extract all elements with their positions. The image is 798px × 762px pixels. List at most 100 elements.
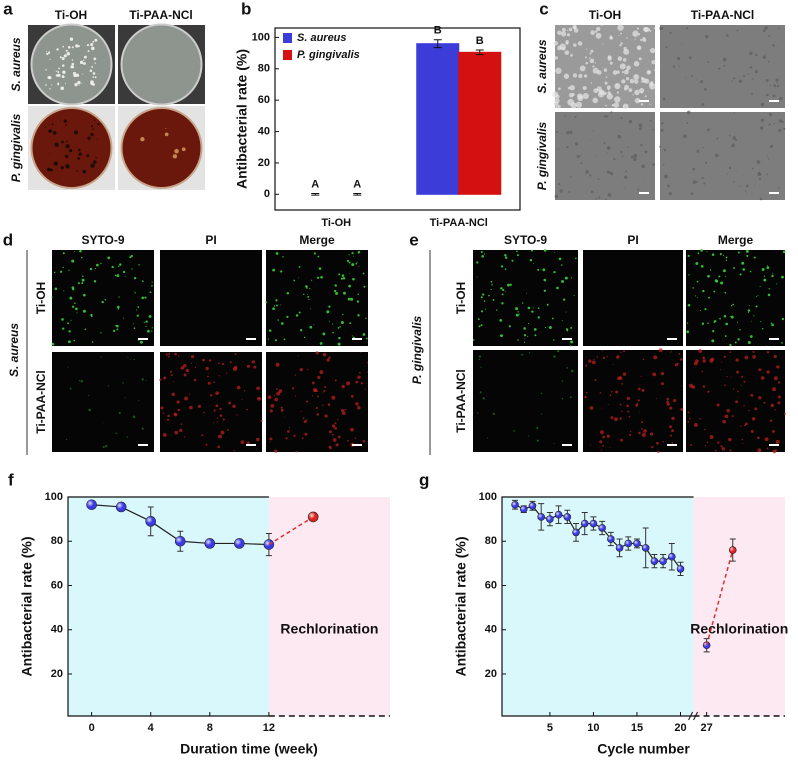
speck bbox=[335, 292, 339, 295]
speck bbox=[704, 35, 709, 39]
speck bbox=[686, 330, 690, 334]
speck bbox=[624, 84, 630, 90]
speck bbox=[776, 84, 780, 88]
speck bbox=[644, 150, 648, 154]
speck bbox=[185, 368, 190, 373]
speck bbox=[74, 82, 78, 87]
speck bbox=[663, 148, 667, 152]
speck bbox=[734, 341, 737, 344]
speck bbox=[772, 449, 777, 454]
speck bbox=[269, 437, 273, 441]
speck bbox=[46, 167, 51, 172]
speck bbox=[775, 78, 779, 82]
speck bbox=[537, 316, 540, 319]
speck bbox=[650, 47, 656, 54]
speck bbox=[699, 80, 703, 84]
speck bbox=[778, 128, 782, 133]
speck bbox=[702, 289, 705, 293]
point-highlight bbox=[308, 511, 319, 522]
speck bbox=[660, 382, 665, 386]
speck bbox=[605, 76, 608, 78]
speck bbox=[60, 86, 65, 91]
speck bbox=[91, 46, 95, 51]
speck bbox=[704, 445, 706, 447]
speck bbox=[555, 67, 562, 74]
sem-image bbox=[660, 25, 785, 108]
speck bbox=[767, 158, 770, 160]
speck bbox=[749, 335, 753, 338]
speck bbox=[338, 336, 341, 340]
speck bbox=[243, 390, 246, 392]
species-label: S. aureus bbox=[7, 323, 21, 377]
speck bbox=[280, 406, 283, 409]
speck bbox=[607, 88, 610, 91]
speck bbox=[515, 313, 519, 317]
speck bbox=[127, 356, 129, 358]
fluorescence-image bbox=[52, 250, 154, 346]
speck bbox=[617, 56, 623, 61]
speck bbox=[623, 48, 630, 55]
speck bbox=[76, 312, 78, 314]
speck bbox=[89, 267, 93, 271]
speck bbox=[355, 380, 359, 384]
speck bbox=[160, 406, 164, 410]
speck bbox=[623, 350, 626, 353]
speck bbox=[689, 444, 692, 447]
speck bbox=[687, 254, 690, 258]
speck bbox=[107, 256, 111, 260]
speck bbox=[86, 44, 90, 47]
speck bbox=[630, 155, 634, 159]
speck bbox=[725, 32, 727, 34]
speck bbox=[632, 30, 639, 37]
speck bbox=[588, 57, 591, 59]
speck bbox=[649, 119, 652, 122]
speck bbox=[57, 73, 61, 78]
speck bbox=[651, 445, 654, 449]
speck bbox=[661, 71, 663, 72]
speck bbox=[63, 119, 67, 123]
speck bbox=[88, 395, 90, 397]
speck bbox=[92, 76, 94, 78]
speck bbox=[95, 263, 99, 267]
speck bbox=[358, 266, 360, 268]
speck bbox=[306, 294, 308, 295]
speck bbox=[286, 291, 290, 295]
speck bbox=[115, 432, 118, 434]
speck bbox=[68, 269, 70, 271]
speck bbox=[348, 261, 351, 264]
speck bbox=[633, 157, 637, 162]
speck bbox=[117, 305, 120, 309]
speck bbox=[500, 334, 503, 338]
speck bbox=[77, 80, 81, 85]
region-label: Rechlorination bbox=[280, 620, 378, 636]
speck bbox=[594, 379, 597, 382]
speck bbox=[92, 40, 95, 43]
speck bbox=[246, 408, 248, 411]
speck bbox=[151, 330, 153, 332]
speck bbox=[476, 261, 479, 264]
speck bbox=[339, 326, 341, 328]
speck bbox=[640, 375, 642, 377]
speck bbox=[61, 140, 64, 144]
speck bbox=[641, 388, 645, 392]
speck bbox=[662, 440, 665, 443]
speck bbox=[754, 183, 756, 185]
y-tick-label: 100 bbox=[479, 491, 497, 503]
speck bbox=[365, 337, 368, 340]
speck bbox=[554, 251, 556, 253]
speck bbox=[504, 256, 508, 259]
speck bbox=[45, 84, 47, 86]
point-highlight bbox=[668, 553, 676, 561]
shaded-region bbox=[68, 497, 269, 716]
speck bbox=[319, 370, 324, 375]
speck bbox=[634, 97, 641, 104]
point-highlight bbox=[175, 536, 186, 547]
speck bbox=[622, 103, 629, 110]
speck bbox=[680, 44, 682, 46]
y-tick-label: 80 bbox=[51, 535, 63, 547]
speck bbox=[747, 309, 751, 312]
speck bbox=[228, 401, 231, 405]
speck bbox=[763, 278, 767, 282]
speck bbox=[582, 85, 587, 91]
speck bbox=[758, 178, 761, 181]
